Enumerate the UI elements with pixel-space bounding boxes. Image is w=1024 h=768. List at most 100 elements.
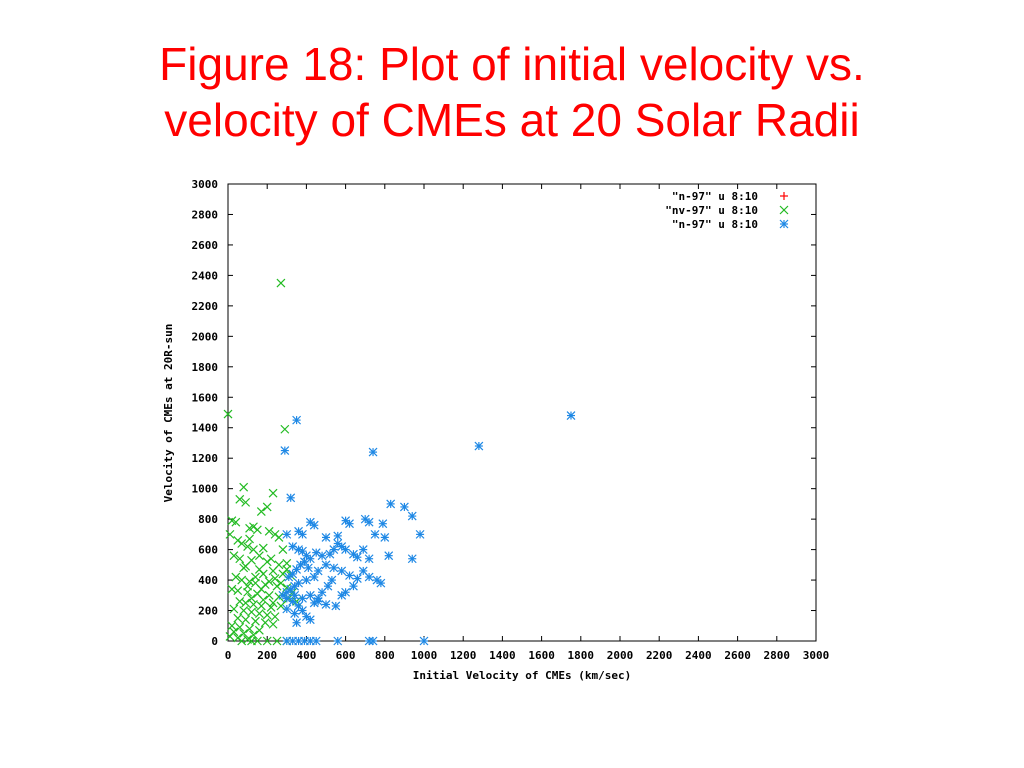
series-2-point-62 <box>321 600 331 609</box>
x-tick-label-3: 600 <box>336 649 356 662</box>
y-tick-label-15: 3000 <box>192 178 219 191</box>
series-1-point-47 <box>241 598 251 608</box>
series-2-point-37 <box>364 554 374 564</box>
series-2-point-11 <box>345 519 354 529</box>
series-1-point-62 <box>227 621 237 631</box>
series-2-point-41 <box>407 554 417 564</box>
series-1-point-35 <box>245 577 254 587</box>
y-tick-label-11: 2200 <box>192 300 219 313</box>
series-2-point-97 <box>419 636 429 646</box>
series-2-point-43 <box>321 560 331 570</box>
series-1-point-68 <box>249 630 258 640</box>
x-tick-label-7: 1400 <box>489 649 516 662</box>
y-tick-label-5: 1000 <box>192 483 219 496</box>
series-2-point-87 <box>327 575 337 585</box>
data-points <box>223 278 576 646</box>
series-1-point-38 <box>272 581 282 591</box>
series-2-point-68 <box>278 590 288 600</box>
series-1-point-55 <box>262 610 272 620</box>
series-2-point-28 <box>317 551 327 561</box>
legend-marker-2 <box>779 219 789 229</box>
series-1-point-80 <box>243 581 253 591</box>
series-2-point-33 <box>341 545 351 555</box>
series-2-point-60 <box>305 590 315 600</box>
series-2-point-74 <box>303 563 313 573</box>
y-tick-label-9: 1800 <box>192 361 219 374</box>
x-tick-label-14: 2800 <box>764 649 791 662</box>
series-1-point-49 <box>256 601 266 611</box>
series-2-point-7 <box>399 502 409 512</box>
series-1-point-92 <box>245 534 254 544</box>
series-2-point-96 <box>368 636 378 646</box>
series-1-point-65 <box>254 625 264 635</box>
series-1-point-23 <box>229 551 239 561</box>
series-1-point-15 <box>270 529 280 539</box>
y-tick-label-6: 1200 <box>192 452 219 465</box>
series-1-point-52 <box>239 606 249 615</box>
series-2-point-4 <box>280 446 290 456</box>
series-1-point-81 <box>256 584 266 594</box>
y-tick-label-1: 200 <box>198 605 218 618</box>
series-1-point-54 <box>254 609 264 619</box>
legend-label-2: "n-97" u 8:10 <box>672 218 758 231</box>
series-1-point-61 <box>268 619 278 629</box>
y-tick-label-14: 2800 <box>192 208 219 221</box>
x-tick-label-8: 1600 <box>528 649 555 662</box>
series-1-point-39 <box>227 584 237 594</box>
x-tick-label-6: 1200 <box>450 649 477 662</box>
series-2-point-5 <box>286 493 296 503</box>
series-1-point-19 <box>237 539 247 548</box>
series-1-point-13 <box>252 525 262 535</box>
x-tick-label-9: 1800 <box>568 649 595 662</box>
series-2-point-18 <box>305 517 315 527</box>
series-2-point-66 <box>349 581 358 591</box>
series-1-point-24 <box>235 554 245 564</box>
x-tick-label-11: 2200 <box>646 649 673 662</box>
series-2-point-2 <box>292 415 302 425</box>
series-2-point-14 <box>378 519 388 529</box>
series-1-point-58 <box>241 615 251 625</box>
series-1-point-56 <box>270 612 280 622</box>
series-1-point-84 <box>276 578 286 588</box>
slide-title-line-1: Figure 18: Plot of initial velocity vs. <box>159 38 865 90</box>
series-1-point-73 <box>262 636 272 646</box>
series-1-point-43 <box>264 590 274 600</box>
legend-marker-0 <box>780 192 788 200</box>
series-1-point-7 <box>262 502 272 512</box>
series-1-point-2 <box>280 424 290 434</box>
y-tick-label-8: 1600 <box>192 391 219 404</box>
series-2-point-24 <box>298 546 307 556</box>
series-1-point-18 <box>233 536 243 545</box>
series-1-point-53 <box>247 607 256 617</box>
y-tick-label-7: 1400 <box>192 422 219 435</box>
y-tick-label-0: 0 <box>211 635 218 648</box>
series-1-point-60 <box>260 618 270 628</box>
series-1-point-46 <box>235 596 245 606</box>
x-tick-label-2: 400 <box>296 649 316 662</box>
series-1-point-48 <box>249 600 258 609</box>
series-1-point-0 <box>223 409 233 419</box>
series-1-point-83 <box>270 574 280 583</box>
series-1-point-95 <box>266 554 276 564</box>
x-tick-label-5: 1000 <box>411 649 438 662</box>
series-1-point-86 <box>258 595 268 605</box>
series-1-point-51 <box>229 604 239 614</box>
series-2-point-94 <box>333 636 343 646</box>
x-tick-label-15: 3000 <box>803 649 830 662</box>
series-2-point-49 <box>364 572 374 582</box>
series-2-point-63 <box>331 601 341 611</box>
series-1-point-4 <box>268 488 278 498</box>
series-2-point-1 <box>474 441 484 451</box>
series-2-point-9 <box>415 529 425 539</box>
x-tick-label-4: 800 <box>375 649 395 662</box>
series-1-point-50 <box>266 603 276 612</box>
series-1-point-26 <box>262 557 272 567</box>
series-2-point-78 <box>290 609 300 619</box>
series-1-point-59 <box>251 616 260 626</box>
series-1-point-16 <box>274 532 284 542</box>
series-1-point-98 <box>239 563 249 573</box>
series-1-point-85 <box>247 593 256 603</box>
series-1-point-79 <box>251 572 260 582</box>
series-2-point-8 <box>407 511 417 521</box>
